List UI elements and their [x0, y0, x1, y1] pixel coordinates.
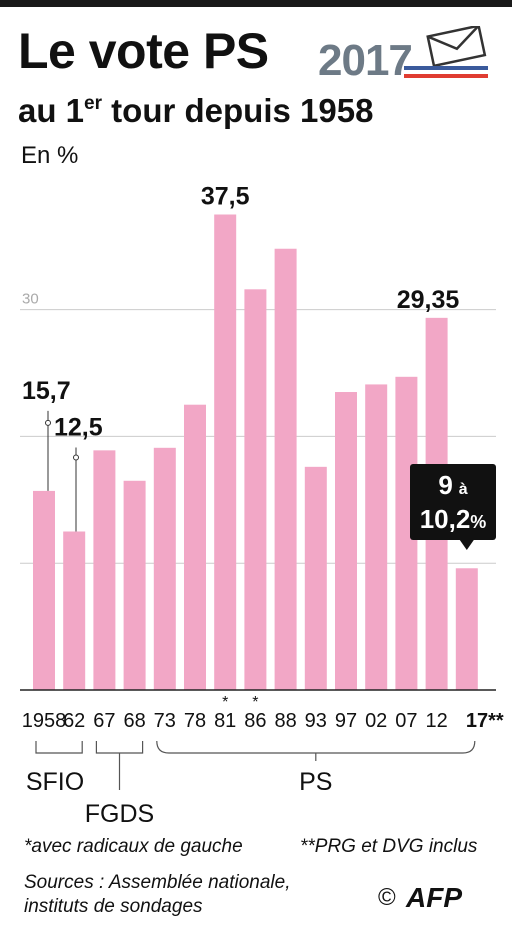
bar-07	[395, 376, 418, 690]
afp-logo: AFP	[406, 882, 462, 913]
bar-02	[365, 384, 388, 690]
ballot-envelope-icon	[404, 26, 488, 78]
callout-line-2: 10,2%	[420, 504, 487, 534]
bar-62	[63, 531, 86, 690]
bar-81	[214, 214, 237, 690]
x-tick-label-62: 62	[63, 710, 85, 732]
bar-97	[335, 392, 357, 690]
x-tick-label-12: 12	[425, 710, 447, 732]
callout-value-high: 10,2	[420, 504, 471, 534]
group-bracket-PS	[156, 740, 476, 754]
copyright-symbol: ©	[378, 884, 396, 911]
data-label-81: 37,5	[201, 183, 250, 211]
group-label-PS: PS	[299, 768, 332, 796]
x-tick-label-1958: 1958	[22, 710, 67, 732]
x-tick-label-67: 67	[93, 710, 115, 732]
bar-78	[184, 404, 206, 690]
sources-line-2: instituts de sondages	[24, 896, 203, 917]
callout-percent: %	[470, 512, 486, 532]
group-label-SFIO: SFIO	[26, 768, 84, 796]
bar-88	[274, 248, 297, 690]
x-tick-label-73: 73	[154, 710, 176, 732]
x-tick-label-17**: 17**	[466, 710, 504, 732]
callout-value-low: 9	[438, 470, 452, 500]
unit-label: En %	[21, 142, 79, 169]
x-tick-label-78: 78	[184, 710, 206, 732]
bar-73	[153, 447, 176, 690]
x-tick-label-81: 81	[214, 710, 236, 732]
data-label-1958: 15,7	[22, 377, 71, 405]
x-tick-label-86: 86	[244, 710, 266, 732]
group-bracket-FGDS	[95, 741, 144, 754]
subtitle-rest: tour depuis 1958	[102, 92, 374, 129]
flag-stripe-red	[404, 74, 488, 78]
callout-pointer	[459, 540, 474, 550]
x-tick-marker: *	[222, 694, 228, 711]
group-label-FGDS: FGDS	[85, 800, 154, 828]
x-tick-label-88: 88	[274, 710, 296, 732]
subtitle-sup: er	[84, 93, 103, 114]
x-tick-marker: *	[252, 694, 258, 711]
data-label-62: 12,5	[54, 414, 103, 442]
bar-67	[93, 450, 116, 690]
footnote-radicaux: *avec radicaux de gauche	[24, 836, 243, 857]
leader-dot	[45, 419, 51, 426]
footnote-prg: **PRG et DVG inclus	[300, 836, 478, 857]
x-tick-label-93: 93	[305, 710, 327, 732]
year-badge: 2017	[318, 36, 413, 85]
subtitle-main: au 1	[18, 92, 85, 129]
bar-68	[123, 480, 146, 690]
data-label-12: 29,35	[397, 286, 460, 314]
sources-line-1: Sources : Assemblée nationale,	[24, 872, 291, 893]
leader-dot	[73, 454, 79, 461]
x-tick-label-97: 97	[335, 710, 357, 732]
callout-box	[410, 464, 496, 540]
y-tick-label: 30	[22, 291, 39, 308]
chart-subtitle: au 1er tour depuis 1958	[18, 92, 373, 130]
x-tick-label-07: 07	[395, 710, 417, 732]
bar-86	[244, 289, 267, 690]
bar-17**	[455, 568, 478, 690]
group-bracket-SFIO	[35, 741, 83, 754]
bar-1958	[33, 490, 55, 690]
bar-93	[304, 466, 327, 690]
chart-title: Le vote PS	[18, 23, 269, 79]
x-tick-label-68: 68	[123, 710, 145, 732]
callout-word: à	[459, 481, 468, 498]
top-bar	[0, 0, 512, 7]
x-tick-label-02: 02	[365, 710, 387, 732]
flag-stripe-blue	[404, 66, 488, 70]
